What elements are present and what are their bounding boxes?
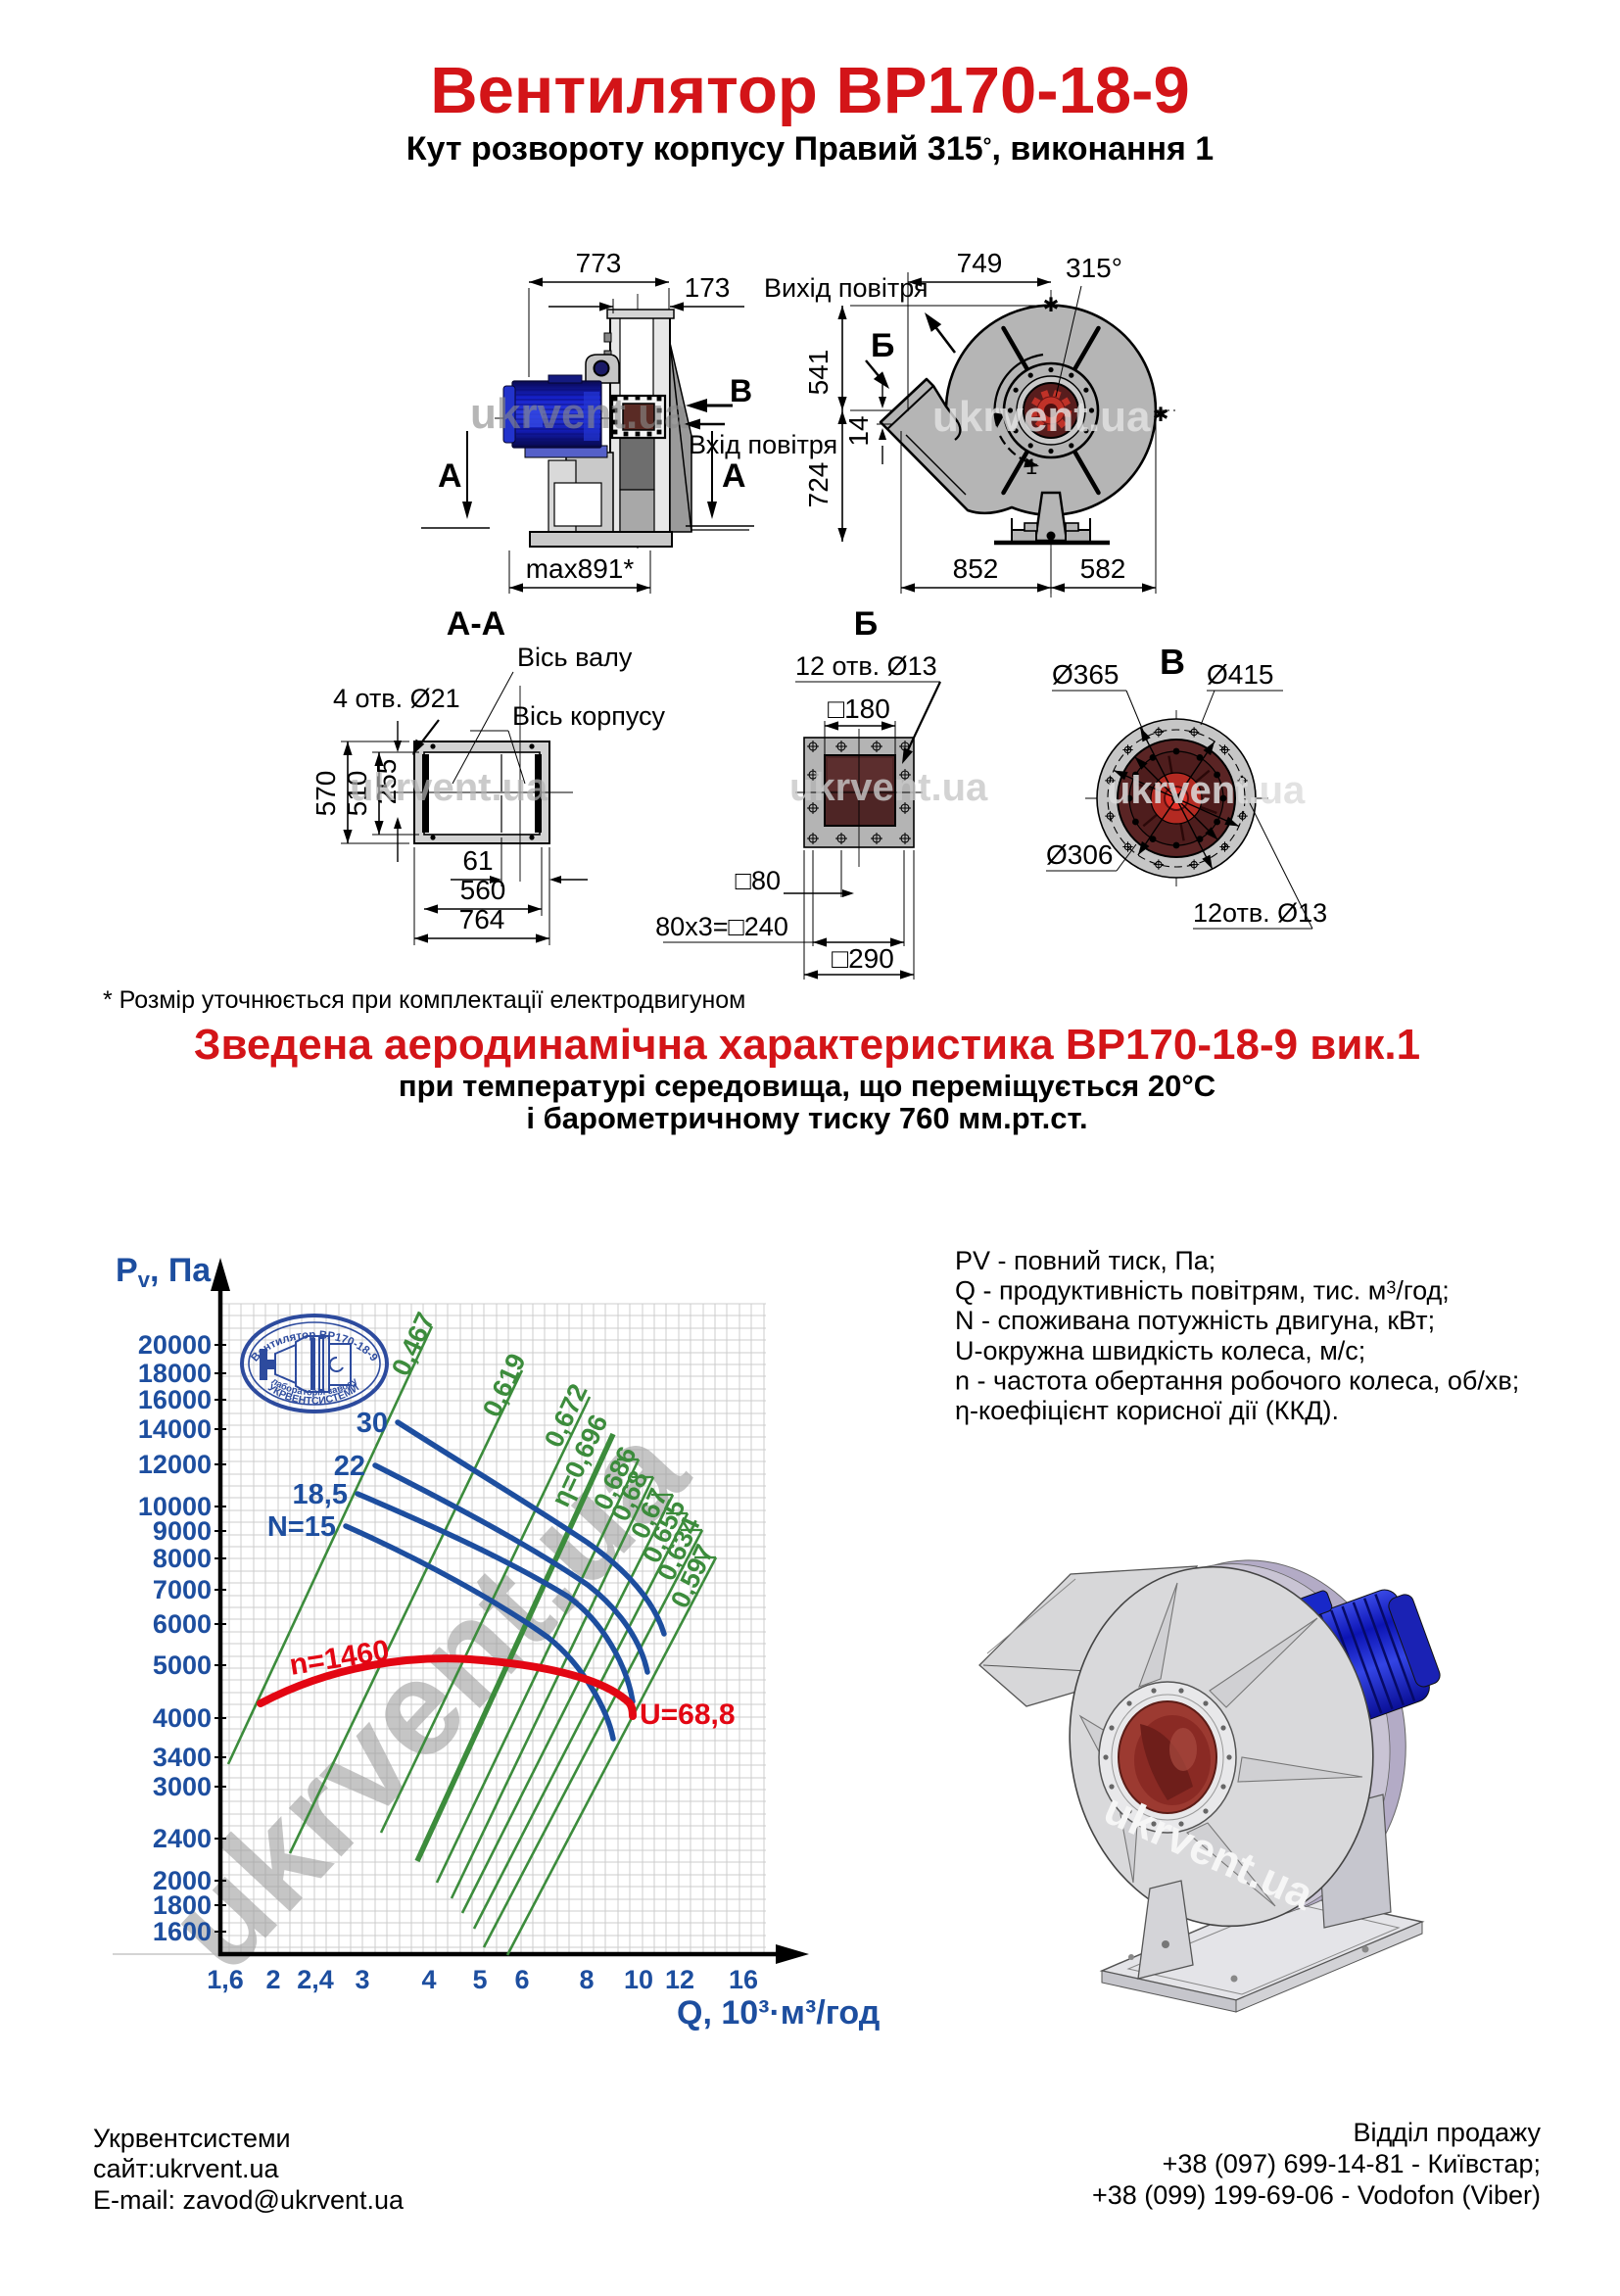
svg-text:ukrvent.ua: ukrvent.ua <box>350 766 548 809</box>
svg-text:3: 3 <box>355 1965 369 1994</box>
svg-text:ukrvent.ua: ukrvent.ua <box>789 766 988 809</box>
svg-text:749: 749 <box>957 248 1003 278</box>
svg-text:сайт:ukrvent.ua: сайт:ukrvent.ua <box>93 2154 280 2183</box>
svg-text:61: 61 <box>462 845 493 876</box>
svg-text:і барометричному тиску 760 мм.: і барометричному тиску 760 мм.рт.ст. <box>526 1101 1087 1135</box>
svg-text:А: А <box>438 457 462 495</box>
svg-text:4 отв. Ø21: 4 отв. Ø21 <box>333 684 460 713</box>
svg-text:✱: ✱ <box>1153 405 1169 426</box>
svg-text:255: 255 <box>371 759 402 805</box>
svg-text:2000: 2000 <box>153 1866 212 1895</box>
svg-text:Відділ продажу: Відділ продажу <box>1354 2118 1542 2147</box>
svg-text:4: 4 <box>421 1965 436 1994</box>
svg-text:315°: 315° <box>1066 253 1122 283</box>
svg-text:6000: 6000 <box>153 1609 212 1639</box>
svg-text:1800: 1800 <box>153 1890 212 1920</box>
svg-text:Ø415: Ø415 <box>1207 659 1274 690</box>
svg-text:✱: ✱ <box>1043 295 1060 316</box>
svg-text:582: 582 <box>1080 553 1126 584</box>
svg-text:Укрвентсистеми: Укрвентсистеми <box>93 2124 291 2153</box>
svg-text:при температурі середовища, що: при температурі середовища, що переміщує… <box>399 1069 1215 1103</box>
svg-text:2: 2 <box>265 1965 280 1994</box>
svg-text:12отв. Ø13: 12отв. Ø13 <box>1193 898 1327 928</box>
svg-text:16000: 16000 <box>138 1385 212 1414</box>
svg-text:Вісь корпусу: Вісь корпусу <box>512 701 666 731</box>
svg-text:Б: Б <box>871 327 894 364</box>
svg-text:+38 (099) 199-69-06 - Vodofon: +38 (099) 199-69-06 - Vodofon (Viber) <box>1092 2180 1541 2210</box>
svg-text:+38 (097) 699-14-81 - Київстар: +38 (097) 699-14-81 - Київстар; <box>1163 2149 1541 2178</box>
svg-text:А: А <box>722 457 746 495</box>
svg-text:Вхід повітря: Вхід повітря <box>689 430 837 459</box>
svg-text:1: 1 <box>1025 454 1037 479</box>
svg-text:А-А: А-А <box>447 605 505 643</box>
svg-text:max891*: max891* <box>526 553 635 584</box>
svg-text:Ø365: Ø365 <box>1052 659 1120 690</box>
svg-text:2,4: 2,4 <box>297 1965 334 1994</box>
svg-text:724: 724 <box>803 462 834 508</box>
svg-text:570: 570 <box>310 771 341 817</box>
svg-text:ukrvent.ua: ukrvent.ua <box>932 393 1151 441</box>
svg-text:В: В <box>730 373 752 408</box>
svg-text:3000: 3000 <box>153 1772 212 1801</box>
svg-text:Кут розвороту корпусу Правий 3: Кут розвороту корпусу Правий 315°, викон… <box>406 130 1214 167</box>
svg-text:N=15: N=15 <box>267 1511 336 1543</box>
svg-text:U=68,8: U=68,8 <box>640 1698 736 1731</box>
svg-text:Зведена аеродинамічна характер: Зведена аеродинамічна характеристика ВР1… <box>194 1021 1420 1069</box>
svg-text:20000: 20000 <box>138 1330 212 1360</box>
svg-text:Вісь валу: Вісь валу <box>517 643 633 672</box>
svg-text:18000: 18000 <box>138 1359 212 1388</box>
svg-text:773: 773 <box>576 248 622 278</box>
svg-text:10000: 10000 <box>138 1492 212 1521</box>
svg-text:541: 541 <box>803 350 834 396</box>
svg-text:Вихід повітря: Вихід повітря <box>764 273 929 303</box>
svg-text:173: 173 <box>685 272 731 303</box>
svg-text:18,5: 18,5 <box>293 1479 348 1510</box>
svg-text:Б: Б <box>854 605 878 643</box>
svg-text:Ø306: Ø306 <box>1046 839 1114 870</box>
svg-text:E-mail: zavod@ukrvent.ua: E-mail: zavod@ukrvent.ua <box>93 2185 405 2215</box>
svg-text:14: 14 <box>843 415 874 446</box>
svg-text:ukrvent.ua: ukrvent.ua <box>1107 769 1306 812</box>
svg-text:Q - продуктивність повітрям, т: Q - продуктивність повітрям, тис. м3/год… <box>955 1276 1450 1306</box>
svg-text:30: 30 <box>357 1408 388 1439</box>
svg-text:N - споживана потужність двигу: N - споживана потужність двигуна, кВт; <box>955 1306 1435 1335</box>
svg-text:12000: 12000 <box>138 1450 212 1479</box>
svg-text:3400: 3400 <box>153 1743 212 1772</box>
svg-text:U-окружна швидкість колеса, м/: U-окружна швидкість колеса, м/с; <box>955 1336 1365 1365</box>
svg-text:5000: 5000 <box>153 1650 212 1680</box>
svg-text:7000: 7000 <box>153 1575 212 1604</box>
svg-text:η-коефіцієнт корисної дії (ККД: η-коефіцієнт корисної дії (ККД). <box>955 1396 1339 1425</box>
svg-text:16: 16 <box>729 1965 758 1994</box>
svg-text:9000: 9000 <box>153 1516 212 1546</box>
svg-text:4000: 4000 <box>153 1703 212 1733</box>
svg-text:6: 6 <box>514 1965 529 1994</box>
svg-text:80х3=□240: 80х3=□240 <box>655 912 788 941</box>
svg-text:PV - повний тиск, Па;: PV - повний тиск, Па; <box>955 1246 1215 1275</box>
svg-text:12 отв. Ø13: 12 отв. Ø13 <box>795 651 937 681</box>
svg-text:Q, 10³·м³/год: Q, 10³·м³/год <box>677 1994 880 2032</box>
svg-text:12: 12 <box>665 1965 694 1994</box>
svg-text:□290: □290 <box>832 943 894 974</box>
svg-text:□80: □80 <box>736 866 781 895</box>
svg-text:852: 852 <box>953 553 999 584</box>
svg-text:В: В <box>1160 642 1185 682</box>
svg-text:* Розмір уточнюється при компл: * Розмір уточнюється при комплектації ел… <box>103 986 745 1014</box>
svg-text:Pv, Па: Pv, Па <box>116 1252 212 1292</box>
svg-text:□180: □180 <box>828 694 890 724</box>
svg-text:8000: 8000 <box>153 1544 212 1573</box>
svg-text:1,6: 1,6 <box>207 1965 244 1994</box>
svg-text:n - частота обертання робочого: n - частота обертання робочого колеса, о… <box>955 1365 1519 1395</box>
svg-text:ukrvent.ua: ukrvent.ua <box>470 390 689 438</box>
svg-text:1600: 1600 <box>153 1917 212 1946</box>
svg-text:510: 510 <box>342 771 372 817</box>
svg-text:5: 5 <box>472 1965 487 1994</box>
svg-text:560: 560 <box>460 875 506 905</box>
svg-text:22: 22 <box>334 1451 365 1482</box>
svg-text:8: 8 <box>579 1965 594 1994</box>
svg-text:10: 10 <box>624 1965 653 1994</box>
svg-text:Вентилятор ВР170-18-9: Вентилятор ВР170-18-9 <box>430 54 1189 127</box>
svg-text:14000: 14000 <box>138 1414 212 1444</box>
svg-text:764: 764 <box>459 904 505 934</box>
svg-text:2400: 2400 <box>153 1824 212 1853</box>
